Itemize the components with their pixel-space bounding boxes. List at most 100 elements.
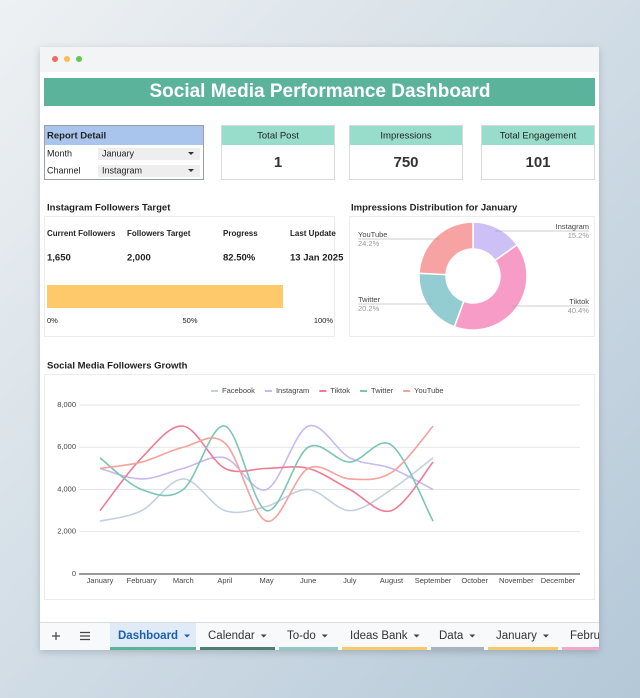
y-tick-label: 0	[72, 569, 76, 578]
pie-slice	[418, 221, 474, 276]
card-value: 1	[274, 154, 282, 171]
dropdown-arrow	[188, 169, 194, 172]
x-tick-label: August	[380, 576, 404, 585]
progress-tick-label: 100%	[314, 316, 334, 325]
field-label: Channel	[47, 165, 81, 175]
legend-label: Facebook	[222, 386, 255, 395]
column-header: Last Update	[290, 229, 336, 238]
tab-menu-arrow[interactable]	[184, 634, 191, 638]
content: Report Detail Month January Channel Instagra…	[40, 125, 600, 650]
column-value: 2,000	[127, 253, 151, 264]
card-header	[350, 126, 462, 145]
x-tick-label: December	[541, 576, 576, 585]
dropdown-value: Instagram	[102, 165, 142, 175]
tab-color	[110, 647, 196, 650]
section-title: Instagram Followers Target	[47, 203, 171, 214]
chart-box	[44, 374, 595, 600]
sheet-tab[interactable]: Data	[439, 630, 464, 642]
field-label: Month	[47, 148, 72, 158]
slice-label: YouTube	[358, 230, 387, 239]
report-detail-title: Report Detail	[47, 131, 106, 142]
legend-label: YouTube	[414, 386, 443, 395]
sheet-tab[interactable]: Calendar	[208, 630, 255, 642]
dropdown[interactable]	[98, 165, 200, 177]
series-line	[99, 425, 434, 522]
sheet-tab[interactable]: Dashboard	[118, 630, 178, 642]
target-box	[44, 216, 335, 337]
y-tick-label: 2,000	[57, 527, 76, 536]
column-value: 1,650	[47, 253, 71, 264]
dropdown-value: January	[102, 148, 135, 158]
sheet-tab[interactable]: To-do	[287, 630, 316, 642]
title-bar	[40, 47, 599, 72]
series-line	[99, 425, 434, 513]
slice-value-label: 40.4%	[568, 306, 590, 315]
tab-color	[200, 647, 275, 650]
slice-label: Tiktok	[569, 297, 589, 306]
y-tick-label: 6,000	[57, 442, 76, 451]
y-tick-label: 8,000	[57, 400, 76, 409]
tab-color	[431, 647, 484, 650]
tab-color	[342, 647, 427, 650]
close-button[interactable]	[52, 56, 58, 62]
card-header	[482, 126, 594, 145]
tab-menu-arrow[interactable]	[469, 634, 476, 638]
card-title: Total Engagement	[500, 131, 577, 142]
slice-value-label: 15.2%	[568, 231, 590, 240]
dropdown-arrow	[188, 152, 194, 155]
column-header: Followers Target	[127, 229, 191, 238]
progress-bar	[47, 285, 283, 308]
card-title: Total Post	[257, 131, 299, 142]
x-tick-label: July	[343, 576, 357, 585]
slice-label: Instagram	[556, 222, 589, 231]
minimize-button[interactable]	[64, 56, 70, 62]
banner	[44, 78, 595, 106]
x-tick-label: October	[461, 576, 488, 585]
slice-value-label: 20.2%	[358, 304, 380, 313]
tab-color	[488, 647, 558, 650]
sheet-tab[interactable]: Ideas Bank	[350, 630, 408, 642]
slice-label: Twitter	[358, 295, 381, 304]
dropdown[interactable]	[98, 148, 200, 160]
x-tick-label: February	[127, 576, 157, 585]
sheet-tab[interactable]: January	[496, 630, 537, 642]
chart-title: Impressions Distribution for January	[351, 203, 518, 214]
card-value: 101	[525, 154, 550, 171]
leader-line	[495, 230, 589, 232]
tab-color	[562, 647, 599, 650]
x-tick-label: April	[217, 576, 232, 585]
x-tick-label: June	[300, 576, 316, 585]
progress-tick-label: 50%	[182, 316, 197, 325]
x-tick-label: September	[415, 576, 452, 585]
card-title: Impressions	[380, 131, 431, 142]
all-sheets-button[interactable]	[80, 631, 90, 641]
column-value: 82.50%	[223, 253, 256, 264]
tab-menu-arrow[interactable]	[321, 634, 328, 638]
sheet-tab[interactable]: Febru	[570, 630, 600, 642]
column-header: Current Followers	[47, 229, 116, 238]
active-tab-bg	[110, 623, 196, 647]
dashboard-title: Social Media Performance Dashboard	[149, 81, 490, 102]
legend-label: Tiktok	[330, 386, 350, 395]
series-line	[99, 457, 434, 522]
card-header	[222, 126, 334, 145]
card-value: 750	[393, 154, 418, 171]
tab-menu-arrow[interactable]	[542, 634, 549, 638]
column-header: Progress	[223, 229, 258, 238]
legend-label: Instagram	[276, 386, 309, 395]
tab-menu-arrow[interactable]	[260, 634, 267, 638]
y-tick-label: 4,000	[57, 484, 76, 493]
series-line	[99, 425, 434, 522]
add-sheet-button[interactable]	[52, 632, 60, 640]
tab-color	[279, 647, 338, 650]
chart-title: Social Media Followers Growth	[47, 361, 188, 372]
slice-value-label: 24.2%	[358, 239, 380, 248]
tab-menu-arrow[interactable]	[413, 634, 420, 638]
pie-slice	[453, 243, 528, 331]
progress-tick-label: 0%	[47, 316, 58, 325]
x-tick-label: May	[259, 576, 273, 585]
x-tick-label: March	[173, 576, 194, 585]
maximize-button[interactable]	[76, 56, 82, 62]
series-line	[99, 424, 434, 491]
